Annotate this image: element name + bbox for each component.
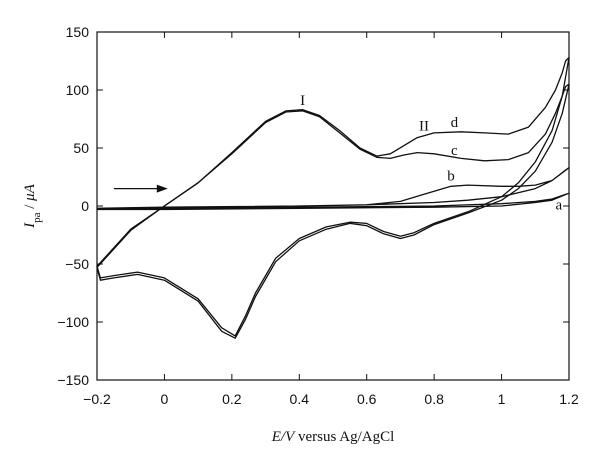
x-tick-label: −0.2 (83, 391, 111, 407)
x-axis-label: E/V versus Ag/AgCl (271, 429, 395, 445)
annotation-label: I (300, 93, 305, 109)
series-group (96, 56, 570, 339)
series-line-b (96, 167, 570, 209)
x-axis: −0.2 0 0.2 0.4 0.6 0.8 1 1.2 (83, 32, 579, 407)
y-axis: −150 −100 −50 0 50 100 150 (57, 24, 569, 388)
annotation-label: c (451, 143, 458, 159)
arrow-head (156, 184, 168, 193)
y-axis-label-slash: / (22, 204, 38, 213)
y-tick-label: 100 (66, 82, 90, 98)
y-axis-label-symbol: I (22, 222, 38, 229)
annotation-label: II (419, 119, 429, 135)
y-axis-label-subscript: pa (31, 212, 43, 223)
series-line-c (96, 83, 570, 339)
sweep-direction-arrow (113, 184, 168, 193)
y-tick-label: −100 (57, 314, 89, 330)
x-tick-label: 0.4 (290, 391, 310, 407)
y-tick-label: 0 (81, 198, 89, 214)
y-tick-label: −150 (57, 372, 89, 388)
x-tick-label: 0.8 (424, 391, 444, 407)
y-axis-label-unit: μA (22, 183, 38, 204)
x-tick-label: 0.2 (222, 391, 242, 407)
x-axis-label-italic: E/V (271, 429, 296, 445)
series-line-a (96, 192, 570, 211)
y-tick-label: −50 (65, 256, 89, 272)
y-tick-label: 50 (73, 140, 89, 156)
annotation-label: d (451, 115, 459, 131)
y-axis-label: Ipa / μA (22, 183, 43, 229)
annotation-label: a (556, 197, 563, 213)
x-tick-label: 1.2 (559, 391, 579, 407)
annotation-label: b (447, 168, 455, 184)
x-axis-label-rest: versus Ag/AgCl (294, 429, 394, 445)
series-line-d (96, 56, 570, 337)
x-tick-label: 0 (161, 391, 169, 407)
x-tick-label: 0.6 (357, 391, 377, 407)
x-tick-label: 1 (498, 391, 506, 407)
y-tick-label: 150 (66, 24, 90, 40)
